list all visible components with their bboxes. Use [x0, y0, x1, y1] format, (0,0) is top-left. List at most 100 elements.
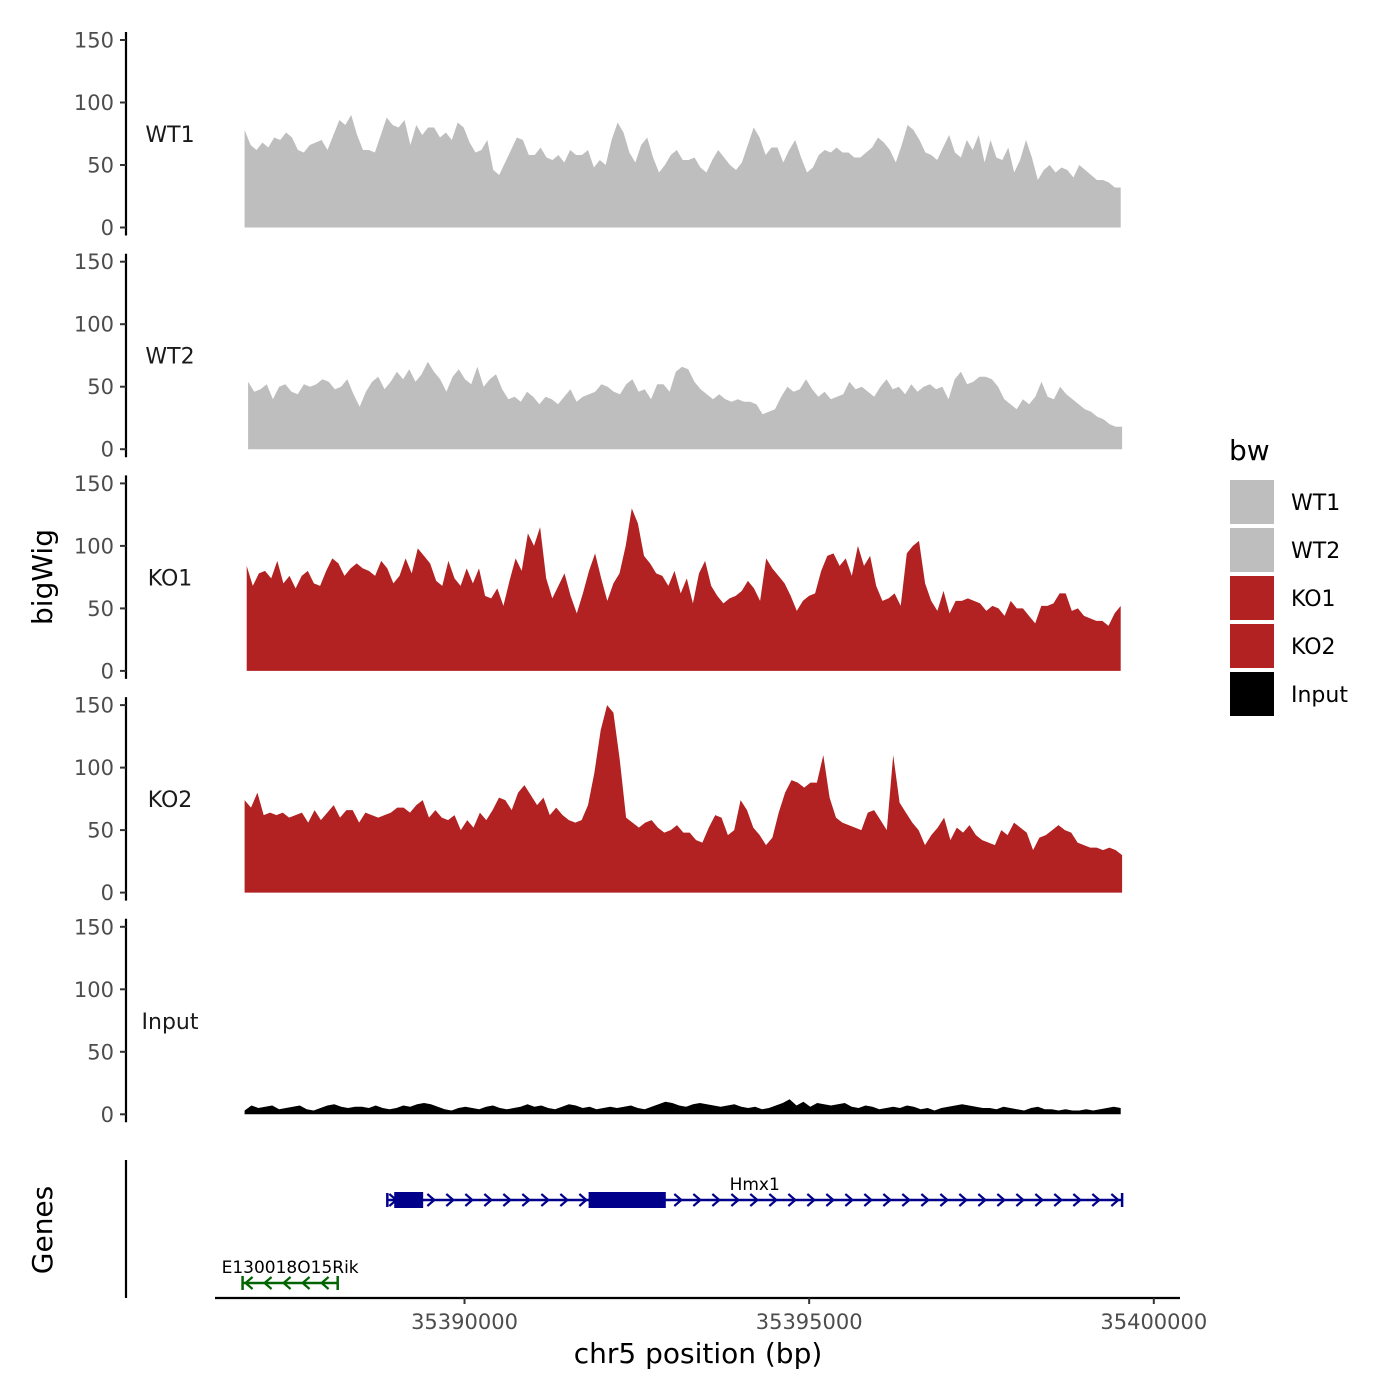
- strand-arrow-hmx1-5: [483, 1193, 494, 1207]
- strand-arrow-hmx1-29: [939, 1193, 950, 1207]
- strand-arrow-hmx1-23: [825, 1193, 836, 1207]
- legend-key-input: [1230, 672, 1274, 716]
- strand-arrow-hmx1-22: [806, 1193, 817, 1207]
- y-tick-label-wt1-50: 50: [87, 154, 114, 178]
- y-tick-label-input-0: 0: [101, 1103, 114, 1127]
- strand-arrow-hmx1-36: [1072, 1193, 1083, 1207]
- y-tick-label-ko2-100: 100: [74, 756, 114, 780]
- track-input: 0 50 100 150 Input: [74, 915, 1121, 1127]
- legend-key-wt1: [1230, 480, 1274, 524]
- strand-arrow-e130018o15rik-2: [281, 1276, 292, 1290]
- legend-key-ko1: [1230, 576, 1274, 620]
- strand-arrow-hmx1-28: [920, 1193, 931, 1207]
- track-wt2: 0 50 100 150 WT2: [74, 250, 1123, 462]
- strand-arrow-hmx1-20: [768, 1193, 779, 1207]
- legend-label-ko2: KO2: [1291, 635, 1336, 660]
- strand-arrow-hmx1-15: [673, 1193, 684, 1207]
- strand-arrow-hmx1-26: [882, 1193, 893, 1207]
- legend: WT1 WT2 KO1 KO2 Input: [1230, 480, 1348, 716]
- y-tick-label-ko2-0: 0: [101, 881, 114, 905]
- y-tick-label-input-50: 50: [87, 1040, 114, 1064]
- strand-arrow-hmx1-34: [1034, 1193, 1045, 1207]
- strand-arrow-hmx1-9: [559, 1193, 570, 1207]
- strand-arrow-hmx1-18: [730, 1193, 741, 1207]
- x-tick-label-1: 35395000: [756, 1310, 863, 1334]
- y-tick-label-wt1-100: 100: [74, 91, 114, 115]
- gene-hmx1: Hmx1: [386, 1175, 1124, 1208]
- strand-arrow-hmx1-4: [464, 1193, 475, 1207]
- track-label-ko1: KO1: [148, 566, 193, 591]
- strand-arrow-hmx1-38: [1110, 1193, 1121, 1207]
- legend-key-ko2: [1230, 624, 1274, 668]
- y-tick-label-wt2-100: 100: [74, 313, 114, 337]
- y-tick-label-wt1-0: 0: [101, 216, 114, 240]
- legend-key-wt2: [1230, 528, 1274, 572]
- y-tick-label-ko1-50: 50: [87, 597, 114, 621]
- area-wt1: [244, 115, 1121, 228]
- strand-arrow-hmx1-24: [844, 1193, 855, 1207]
- area-input: [244, 1099, 1121, 1115]
- track-ko2: 0 50 100 150 KO2: [74, 694, 1123, 905]
- gene-e130018o15rik: E130018O15Rik: [222, 1258, 359, 1290]
- y-tick-label-ko2-150: 150: [74, 694, 114, 718]
- x-axis-title: chr5 position (bp): [574, 1337, 823, 1370]
- legend-label-ko1: KO1: [1291, 587, 1336, 612]
- y-tick-label-wt2-0: 0: [101, 438, 114, 462]
- strand-arrow-e130018o15rik-4: [319, 1276, 330, 1290]
- strand-arrow-e130018o15rik-3: [300, 1276, 311, 1290]
- strand-arrow-hmx1-32: [996, 1193, 1007, 1207]
- track-label-input: Input: [142, 1010, 199, 1035]
- strand-arrow-e130018o15rik-1: [262, 1276, 273, 1290]
- strand-arrow-hmx1-21: [787, 1193, 798, 1207]
- y-tick-label-input-150: 150: [74, 915, 114, 939]
- legend-title: bw: [1229, 434, 1270, 467]
- y-tick-label-ko1-150: 150: [74, 472, 114, 496]
- legend-label-wt2: WT2: [1291, 539, 1340, 564]
- y-tick-label-wt2-50: 50: [87, 375, 114, 399]
- area-ko2: [244, 705, 1123, 893]
- gene-label-e130018o15rik: E130018O15Rik: [222, 1258, 359, 1278]
- strand-arrow-hmx1-31: [977, 1193, 988, 1207]
- x-tick-label-0: 35390000: [411, 1310, 518, 1334]
- track-label-wt1: WT1: [145, 123, 194, 148]
- track-wt1: 0 50 100 150 WT1: [74, 29, 1121, 240]
- x-tick-label-2: 35400000: [1100, 1310, 1207, 1334]
- genes-layer: Hmx1 E130018O15Rik: [124, 1160, 1124, 1298]
- y-axis-title: bigWig: [26, 529, 59, 625]
- y-tick-label-ko2-50: 50: [87, 819, 114, 843]
- gene-label-hmx1: Hmx1: [730, 1175, 780, 1195]
- y-tick-label-input-100: 100: [74, 978, 114, 1002]
- strand-arrow-e130018o15rik-0: [243, 1276, 254, 1290]
- legend-label-input: Input: [1291, 683, 1348, 708]
- y-tick-label-wt1-150: 150: [74, 29, 114, 53]
- y-tick-label-ko1-0: 0: [101, 659, 114, 683]
- strand-arrow-hmx1-35: [1053, 1193, 1064, 1207]
- strand-arrow-hmx1-16: [692, 1193, 703, 1207]
- x-axis: 35390000 35395000 35400000: [215, 1296, 1207, 1334]
- strand-arrow-hmx1-19: [749, 1193, 760, 1207]
- strand-arrow-hmx1-2: [426, 1193, 437, 1207]
- strand-arrow-hmx1-7: [521, 1193, 532, 1207]
- area-ko1: [246, 508, 1121, 671]
- exon-hmx1-0: [394, 1192, 424, 1208]
- area-wt2: [248, 361, 1123, 450]
- legend-label-wt1: WT1: [1291, 491, 1340, 516]
- y-tick-label-wt2-150: 150: [74, 250, 114, 274]
- track-ko1: 0 50 100 150 KO1: [74, 472, 1121, 683]
- strand-arrow-hmx1-3: [445, 1193, 456, 1207]
- strand-arrow-hmx1-30: [958, 1193, 969, 1207]
- strand-arrow-hmx1-27: [901, 1193, 912, 1207]
- strand-arrow-hmx1-8: [540, 1193, 551, 1207]
- tracks-layer: 0 50 100 150 WT1 0 50 100 150 WT2 0 50 100 150 KO1 0 50 1…: [74, 29, 1123, 1127]
- track-label-wt2: WT2: [145, 345, 194, 370]
- strand-arrow-hmx1-10: [578, 1193, 589, 1207]
- exon-hmx1-1: [588, 1192, 666, 1208]
- genes-axis-title: Genes: [26, 1186, 59, 1274]
- strand-arrow-hmx1-37: [1091, 1193, 1102, 1207]
- strand-arrow-hmx1-33: [1015, 1193, 1026, 1207]
- strand-arrow-hmx1-17: [711, 1193, 722, 1207]
- y-tick-label-ko1-100: 100: [74, 534, 114, 558]
- strand-arrow-hmx1-6: [502, 1193, 513, 1207]
- track-label-ko2: KO2: [148, 788, 193, 813]
